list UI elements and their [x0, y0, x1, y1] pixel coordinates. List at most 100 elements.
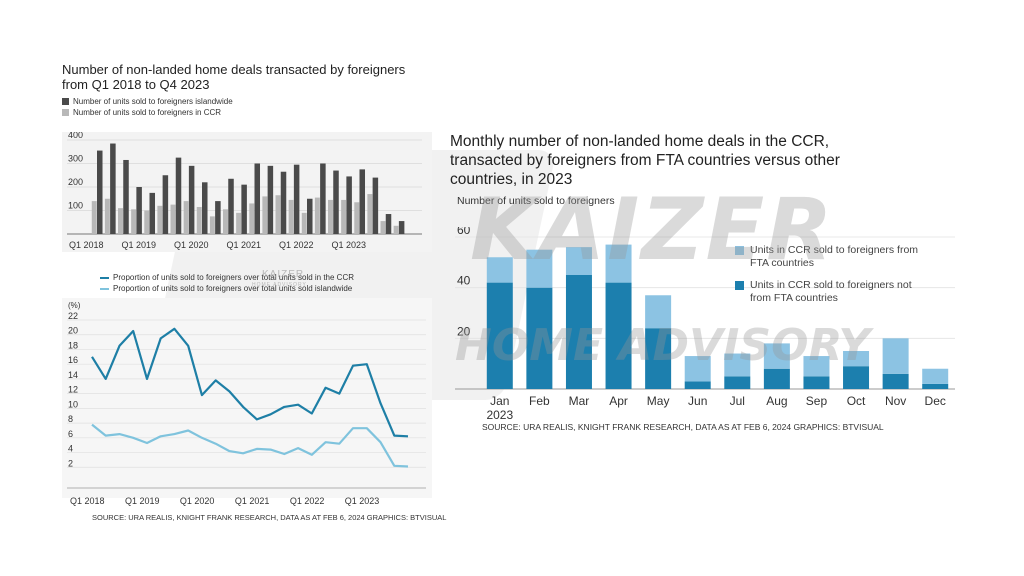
x-tick-label: Q1 2021 [235, 496, 270, 506]
y-tick-label: 6 [68, 429, 73, 439]
bar-islandwide [254, 163, 261, 234]
x-tick-label: Q1 2018 [69, 240, 104, 250]
proportion-line-chart: (%) 2 4 6 8 10 12 14 16 18 20 22 Q1 2018 Q1 2019 Q1 20… [62, 298, 432, 506]
bar-islandwide [149, 192, 156, 234]
bar-nonfta [684, 381, 711, 389]
bar-ccr [380, 221, 386, 234]
bar-fta [922, 368, 949, 384]
left-chart-panel: Number of non-landed home deals transact… [62, 62, 446, 524]
y-tick-label: 22 [68, 311, 78, 321]
bar-fta [486, 257, 513, 283]
x-tick-label: Jul [730, 394, 745, 408]
bar-ccr [183, 201, 189, 234]
bar-ccr [91, 201, 97, 234]
bar-islandwide [175, 157, 182, 234]
bar-ccr [314, 197, 320, 234]
bar-ccr [104, 198, 110, 234]
bar-nonfta [922, 383, 949, 389]
x-tick-label: Apr [609, 394, 628, 408]
bar-fta [565, 247, 592, 275]
line-ccr-proportion [91, 327, 409, 438]
x-tick-label: Q1 2018 [70, 496, 105, 506]
left-source-note: SOURCE: URA REALIS, KNIGHT FRANK RESEARC… [92, 513, 447, 522]
bar-fta [724, 353, 751, 377]
x-tick-label: Sep [806, 394, 828, 408]
bar-ccr [367, 194, 373, 234]
bar-nonfta [565, 275, 592, 389]
bar-islandwide [215, 201, 221, 234]
left-watermark-sub-text: HOME ADVISORY [252, 282, 307, 288]
x-tick-label: Aug [766, 394, 787, 408]
y-tick-label: 8 [68, 414, 73, 424]
y-tick-label: 20 [68, 326, 78, 336]
left-watermark-text: KAIZER [262, 269, 305, 280]
bar-islandwide [333, 170, 339, 234]
legend-label: Number of units sold to foreigners islan… [73, 97, 233, 106]
x-tick-label: Jan [490, 394, 509, 408]
bar-islandwide [123, 159, 129, 234]
right-legend: Units in CCR sold to foreigners from FTA… [735, 244, 925, 305]
left-watermark-sub: HOME ADVISORY [252, 282, 307, 288]
y-tick-label: 40 [457, 274, 471, 288]
right-chart-panel: Monthly number of non-landed home deals … [450, 132, 965, 442]
y-tick-label: 400 [68, 132, 83, 140]
y-tick-label: 100 [68, 201, 83, 211]
bar-nonfta [763, 368, 790, 389]
bar-islandwide [280, 171, 287, 234]
legend-swatch-fta [735, 246, 744, 255]
bar-islandwide [188, 165, 195, 234]
quarterly-bar-chart: 100 200 300 400 Q1 2018 Q1 2019 Q1 2020 Q1 2021… [62, 132, 432, 252]
bar-fta [763, 343, 790, 369]
bar-islandwide [97, 150, 103, 234]
bar-islandwide [267, 165, 274, 234]
x-tick-label: Oct [847, 394, 866, 408]
legend-swatch-ccr-line [100, 276, 109, 279]
bar-nonfta [645, 328, 672, 389]
x-tick-label: 2023 [486, 408, 513, 422]
bar-nonfta [605, 282, 632, 389]
x-tick-label: Q1 2022 [279, 240, 314, 250]
bar-nonfta [486, 282, 513, 389]
bar-fta [645, 295, 672, 329]
bar-ccr [144, 210, 150, 234]
bar-ccr [131, 209, 137, 234]
x-tick-label: Nov [885, 394, 906, 408]
bar-islandwide [293, 164, 300, 234]
legend-swatch-nonfta [735, 281, 744, 290]
bar-ccr [118, 208, 123, 234]
line-islandwide-proportion [91, 423, 409, 468]
bar-islandwide [398, 221, 405, 234]
x-tick-label: Q1 2023 [345, 496, 380, 506]
bar-ccr [223, 209, 228, 234]
x-tick-label: Q1 2020 [180, 496, 215, 506]
bar-ccr [196, 206, 202, 234]
y-axis-label: (%) [68, 301, 81, 310]
bar-ccr [262, 196, 268, 234]
bar-ccr [393, 225, 399, 234]
bar-islandwide [346, 176, 352, 234]
right-chart-subtitle: Number of units sold to foreigners [457, 195, 615, 207]
legend-label: Units in CCR sold to foreigners from FTA… [750, 244, 919, 269]
bar-fta [843, 351, 870, 367]
y-tick-label: 60 [457, 227, 471, 237]
legend-swatch-dark [62, 98, 69, 105]
bar-ccr [170, 204, 176, 234]
bar-islandwide [320, 163, 326, 234]
legend-ccr-bar: Number of units sold to foreigners in CC… [62, 107, 444, 118]
bar-nonfta [803, 376, 830, 389]
bar-islandwide [359, 169, 366, 234]
bar-islandwide [110, 143, 116, 234]
bar-islandwide [385, 214, 392, 234]
bar-islandwide [307, 198, 313, 234]
y-tick-label: 200 [68, 177, 83, 187]
y-tick-label: 14 [68, 370, 78, 380]
bar-fta [526, 249, 553, 288]
legend-fta: Units in CCR sold to foreigners from FTA… [735, 244, 925, 270]
x-tick-label: Feb [529, 394, 550, 408]
y-tick-label: 2 [68, 458, 73, 468]
bar-ccr [249, 203, 255, 234]
bar-nonfta [724, 376, 751, 389]
x-tick-label: Mar [569, 394, 590, 408]
y-tick-label: 12 [68, 385, 78, 395]
